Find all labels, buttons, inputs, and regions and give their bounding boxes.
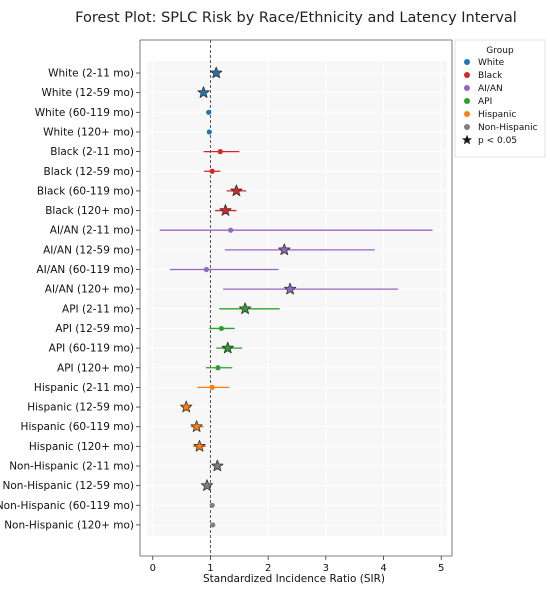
plot-area: 0 1 2 3 4 5 White (2-11 mo) White (12-59 mo) Whi… bbox=[0, 39, 453, 574]
x-tick-label: 0 bbox=[150, 563, 156, 574]
row-label: Non-Hispanic (12-59 mo) bbox=[3, 480, 134, 492]
row-label: Non-Hispanic (120+ mo) bbox=[4, 519, 134, 531]
row-label: White (2-11 mo) bbox=[48, 68, 134, 80]
legend-label: Non-Hispanic bbox=[478, 123, 538, 133]
estimate-point bbox=[203, 266, 210, 273]
legend-marker bbox=[464, 124, 470, 130]
x-tick-label: 2 bbox=[265, 563, 271, 574]
row-label: API (12-59 mo) bbox=[55, 323, 134, 335]
x-tick-label: 4 bbox=[380, 563, 386, 574]
estimate-star bbox=[211, 459, 224, 472]
estimate-point bbox=[209, 502, 215, 508]
row-label: AI/AN (12-59 mo) bbox=[43, 244, 134, 256]
legend-marker bbox=[464, 72, 470, 78]
estimate-star bbox=[193, 439, 206, 452]
row-label: AI/AN (120+ mo) bbox=[45, 284, 134, 296]
legend-marker bbox=[464, 98, 470, 104]
estimate-star bbox=[197, 86, 210, 98]
legend-label: p < 0.05 bbox=[478, 136, 517, 146]
row-label: Hispanic (120+ mo) bbox=[29, 441, 134, 453]
legend-marker bbox=[464, 111, 470, 117]
legend-label: Hispanic bbox=[478, 110, 516, 120]
estimate-star bbox=[238, 302, 252, 315]
row-label: White (120+ mo) bbox=[43, 126, 134, 138]
legend-label: API bbox=[478, 97, 492, 107]
plot-background bbox=[147, 61, 447, 536]
estimate-point bbox=[210, 522, 216, 528]
legend-label: Black bbox=[478, 71, 503, 81]
row-label: Hispanic (12-59 mo) bbox=[27, 402, 134, 414]
x-tick-label: 3 bbox=[323, 563, 329, 574]
row-label: Black (12-59 mo) bbox=[44, 166, 134, 178]
estimate-star bbox=[278, 243, 291, 256]
legend: Group White Black AI/AN API Hispanic Non-Hisp… bbox=[454, 39, 546, 158]
row-label: API (120+ mo) bbox=[57, 362, 134, 374]
x-axis-label: Standardized Incidence Ratio (SIR) bbox=[203, 573, 385, 585]
row-label: AI/AN (2-11 mo) bbox=[50, 225, 134, 237]
row-label: Non-Hispanic (60-119 mo) bbox=[0, 500, 134, 512]
row-label: Black (60-119 mo) bbox=[37, 185, 134, 197]
estimate-star bbox=[200, 479, 214, 491]
legend-label: AI/AN bbox=[478, 84, 503, 94]
estimate-point bbox=[217, 149, 223, 155]
estimate-point bbox=[209, 384, 215, 390]
estimate-point bbox=[206, 109, 212, 115]
estimate-star bbox=[180, 400, 193, 413]
row-label: Non-Hispanic (2-11 mo) bbox=[9, 461, 134, 473]
estimate-star bbox=[219, 204, 232, 216]
x-tick-label: 1 bbox=[207, 563, 213, 574]
row-label: API (60-119 mo) bbox=[49, 343, 134, 355]
estimate-point bbox=[209, 168, 215, 174]
legend-label: White bbox=[478, 58, 505, 68]
estimate-star bbox=[283, 282, 297, 295]
row-label: Hispanic (60-119 mo) bbox=[21, 421, 134, 433]
row-label: API (2-11 mo) bbox=[62, 303, 134, 315]
estimate-point bbox=[206, 129, 212, 135]
estimate-point bbox=[215, 365, 221, 371]
estimate-star bbox=[221, 341, 234, 354]
chart-title: Forest Plot: SPLC Risk by Race/Ethnicity… bbox=[75, 10, 517, 26]
row-label: Black (120+ mo) bbox=[45, 205, 134, 217]
x-tick-label: 5 bbox=[438, 563, 444, 574]
legend-marker bbox=[464, 59, 470, 65]
row-label: Black (2-11 mo) bbox=[50, 146, 134, 158]
row-label: White (12-59 mo) bbox=[41, 87, 134, 99]
row-label: Hispanic (2-11 mo) bbox=[34, 382, 134, 394]
legend-title: Group bbox=[486, 46, 514, 56]
estimate-star bbox=[210, 66, 223, 79]
estimate-star bbox=[230, 184, 243, 197]
estimate-star bbox=[190, 420, 203, 432]
legend-marker bbox=[464, 85, 470, 91]
estimate-point bbox=[218, 325, 225, 332]
legend-box bbox=[454, 39, 546, 158]
legend-star-icon bbox=[462, 135, 472, 145]
row-label: White (60-119 mo) bbox=[35, 107, 134, 119]
row-label: AI/AN (60-119 mo) bbox=[36, 264, 134, 276]
estimate-point bbox=[228, 227, 234, 233]
